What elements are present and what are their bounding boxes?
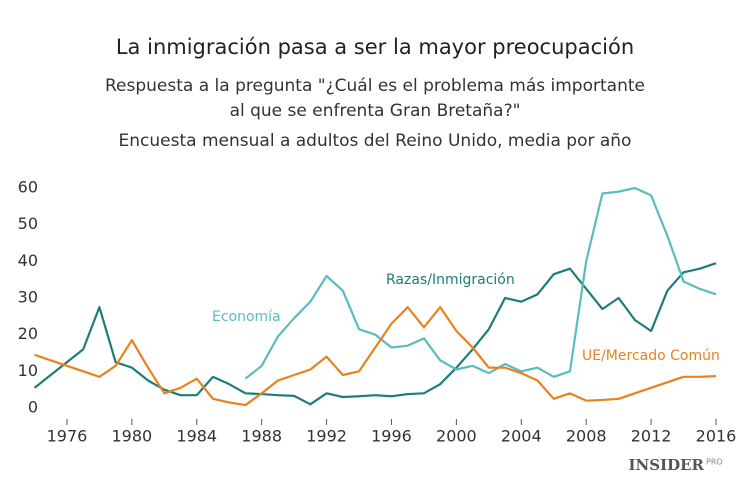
source-logo: INSIDER [629,456,705,474]
x-tick-label: 2000 [436,427,477,446]
y-tick-label: 50 [18,214,38,233]
chart-subtitle: Respuesta a la pregunta "¿Cuál es el pro… [105,76,645,96]
y-tick-label: 40 [18,251,38,270]
y-tick-label: 10 [18,361,38,380]
x-tick-label: 1980 [111,427,152,446]
chart-title: La inmigración pasa a ser la mayor preoc… [116,35,634,59]
x-tick-label: 2004 [501,427,542,446]
series-label: Razas/Inmigración [386,272,515,288]
x-tick-label: 2012 [631,427,672,446]
series-label: UE/Mercado Común [582,348,720,364]
series-line [244,186,717,380]
x-tick-label: 1996 [371,427,412,446]
chart-subtitle: al que se enfrenta Gran Bretaña?" [230,101,521,121]
x-tick-label: 2016 [696,427,737,446]
y-tick-label: 0 [28,398,38,417]
series-line [34,306,717,407]
x-tick-label: 1992 [306,427,347,446]
series-line [33,262,717,406]
x-tick-label: 2008 [566,427,607,446]
y-tick-label: 60 [18,178,38,197]
series-label: Economía [212,309,281,325]
x-tick-label: 1976 [47,427,88,446]
y-tick-label: 20 [18,324,38,343]
y-tick-label: 30 [18,288,38,307]
x-tick-label: 1984 [176,427,217,446]
chart-subtitle: Encuesta mensual a adultos del Reino Uni… [119,131,632,151]
source-logo-suffix: PRO [706,458,723,467]
x-tick-label: 1988 [241,427,282,446]
